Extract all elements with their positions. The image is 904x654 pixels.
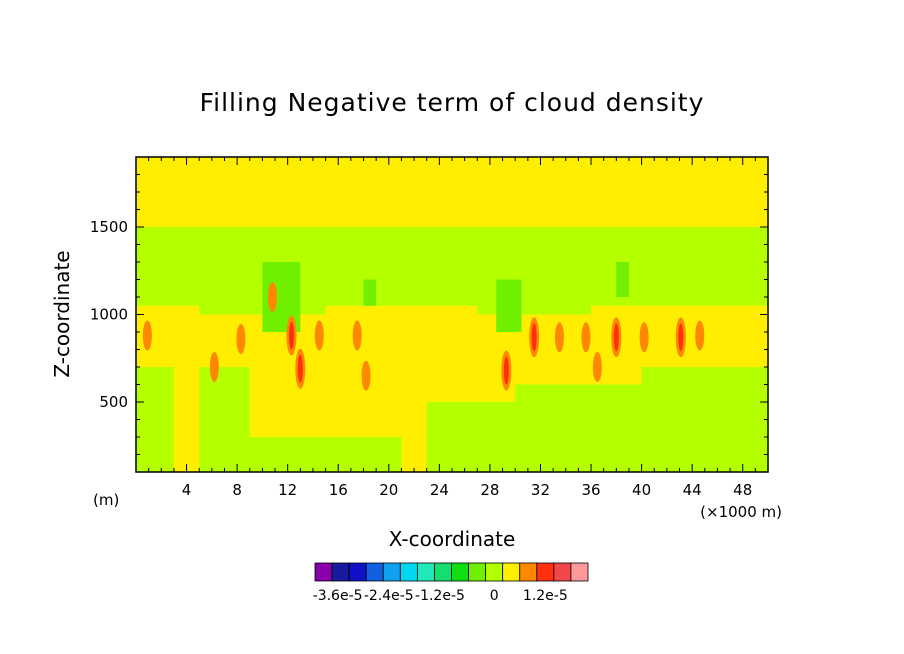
x-tick-label: 12 <box>278 481 297 499</box>
contour-hotspot <box>639 322 649 353</box>
contour-hotspot <box>581 322 591 353</box>
colorbar-swatch <box>348 562 367 582</box>
colorbar-label: -2.4e-5 <box>364 588 414 604</box>
x-tick-label: 48 <box>733 481 752 499</box>
contour-hotspot <box>592 352 602 382</box>
colorbar-label: -1.2e-5 <box>415 588 465 604</box>
contour-hotspot <box>352 320 362 351</box>
contour-region <box>136 367 174 472</box>
x-unit-label: (m) <box>93 491 119 509</box>
contour-hotspot <box>554 322 564 353</box>
y-tick-label: 500 <box>99 393 128 411</box>
x-tick-label: 24 <box>430 481 449 499</box>
contour-region <box>477 227 592 315</box>
colorbar-label: 0 <box>490 588 499 604</box>
contour-region <box>616 262 629 297</box>
contour-hotspot-core <box>678 323 684 352</box>
contour-hotspot <box>361 360 371 391</box>
contour-region <box>199 367 250 472</box>
x-tick-label: 28 <box>480 481 499 499</box>
contour-region <box>249 437 402 472</box>
contour-hotspot <box>695 320 705 351</box>
colorbar-swatch <box>434 562 452 582</box>
contour-hotspot-core <box>613 323 619 352</box>
contour-region <box>515 384 642 472</box>
colorbar-swatch <box>451 562 469 582</box>
contour-hotspot <box>142 320 152 351</box>
x-axis-ticks: 4 8 12 16 20 24 28 32 36 40 44 48 <box>148 157 756 499</box>
colorbar: -3.6e-5 -2.4e-5 -1.2e-5 0 1.2e-5 <box>313 562 589 604</box>
contour-region <box>426 402 516 472</box>
x-tick-label: 44 <box>683 481 702 499</box>
colorbar-swatch <box>570 562 589 582</box>
contour-hotspot-core <box>531 323 537 352</box>
plot-area <box>136 157 768 472</box>
colorbar-swatch <box>331 562 350 582</box>
colorbar-swatch <box>365 562 384 582</box>
contour-hotspot <box>209 352 219 382</box>
y-axis-label: Z-coordinate <box>50 250 74 377</box>
contour-region <box>496 279 522 332</box>
x-tick-label: 4 <box>182 481 192 499</box>
x-tick-label: 8 <box>232 481 242 499</box>
x-tick-label: 32 <box>531 481 550 499</box>
colorbar-label: 1.2e-5 <box>523 588 568 604</box>
contour-hotspot-core <box>288 321 294 350</box>
contour-hotspot <box>268 282 278 312</box>
y-axis-ticks: 500 1000 1500 <box>90 174 768 455</box>
colorbar-swatch <box>485 562 504 582</box>
colorbar-label: -3.6e-5 <box>313 588 363 604</box>
contour-hotspot-core <box>297 354 303 383</box>
colorbar-swatch <box>536 562 555 582</box>
colorbar-swatch <box>468 562 487 582</box>
chart-title: Filling Negative term of cloud density <box>200 88 705 117</box>
colorbar-swatch <box>553 562 572 582</box>
x-tick-label: 16 <box>329 481 348 499</box>
contour-region <box>363 279 377 306</box>
contour-hotspot <box>236 324 246 354</box>
x-tick-label: 20 <box>379 481 398 499</box>
colorbar-swatch <box>519 562 538 582</box>
contour-hotspot <box>314 320 324 351</box>
colorbar-swatch <box>382 562 401 582</box>
x-axis-label: X-coordinate <box>389 527 516 551</box>
x-tick-label: 40 <box>632 481 651 499</box>
contour-hotspot-core <box>503 356 509 385</box>
colorbar-swatch <box>502 562 521 582</box>
x-tick-label: 36 <box>581 481 600 499</box>
colorbar-swatch <box>416 562 435 582</box>
contour-region <box>139 157 768 227</box>
contour-region <box>641 367 768 472</box>
y-tick-label: 1500 <box>90 218 128 236</box>
y-tick-label: 1000 <box>90 306 128 324</box>
colorbar-swatch <box>399 562 418 582</box>
colorbar-swatch <box>314 562 333 582</box>
x-scale-label: (×1000 m) <box>700 503 782 521</box>
